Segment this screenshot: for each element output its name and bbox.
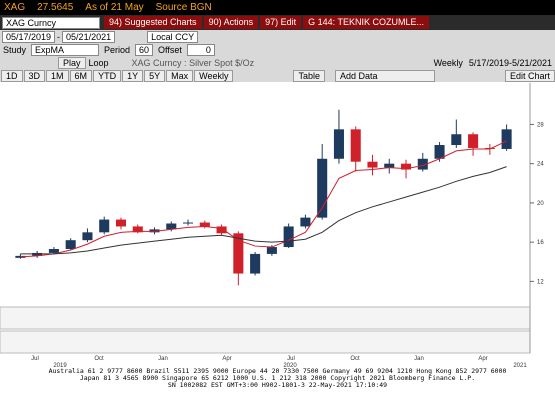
currency[interactable]: Local CCY — [147, 30, 199, 43]
y-tick-label: 20 — [537, 201, 544, 207]
candle-body — [283, 226, 294, 248]
oscillator-panel — [0, 306, 531, 330]
x-tick-label: Jan — [414, 356, 424, 362]
period-label: Period — [104, 44, 131, 55]
footer-line: Japan 81 3 4565 8900 Singapore 65 6212 1… — [79, 374, 476, 382]
chart-name: XAG Curncy : Silver Spot $/Oz — [131, 57, 255, 68]
offset-label: Offset — [158, 44, 182, 55]
period-row: 1D 3D 1M 6M YTD 1Y 5Y Max Weekly Table Add Data E… — [0, 69, 555, 82]
header-bar: XAG 27.5645 As of 21 May Source BGN — [0, 0, 555, 15]
edit-chart[interactable]: Edit Chart — [504, 69, 555, 82]
footer: Australia 61 2 9777 8600 Brazil 5511 239… — [0, 368, 555, 389]
study-label: Study — [3, 44, 27, 55]
candle-body — [451, 134, 462, 146]
footer-line: SN 1002082 EST GMT+3:00 H902-1801-3 22-M… — [167, 381, 388, 389]
y-tick-label: 28 — [537, 122, 544, 128]
start-date[interactable]: 05/17/2019 — [2, 30, 56, 43]
candle-body — [115, 219, 127, 227]
study[interactable]: ExpMA — [31, 43, 100, 56]
candle-body — [333, 129, 344, 159]
candle-body — [400, 163, 412, 170]
period-button[interactable]: YTD — [93, 69, 122, 82]
candle-body — [199, 222, 210, 227]
candle-body — [350, 129, 361, 162]
candle-body — [166, 223, 177, 230]
year-label: 2020 — [283, 363, 297, 368]
period[interactable]: 60 — [135, 43, 154, 56]
menu[interactable]: 94) Suggested Charts — [104, 16, 202, 29]
period-button[interactable]: Max — [166, 69, 194, 82]
chart: 12 16 20 24 28 Jul Oct Jan Apr Jul Oct Jan Apr 2019 20… — [0, 83, 544, 368]
play-button[interactable]: Play — [58, 56, 86, 69]
period-button[interactable]: 1Y — [122, 69, 144, 82]
ticker: XAG — [4, 2, 26, 13]
as-of: As of 21 May — [85, 2, 144, 13]
candle-body — [65, 240, 76, 250]
y-tick-label: 24 — [537, 162, 544, 168]
x-tick-label: Oct — [350, 356, 360, 362]
year-label: 2019 — [53, 363, 67, 368]
candle-body — [99, 219, 110, 233]
moving-average — [20, 166, 507, 255]
y-tick-label: 16 — [537, 240, 544, 246]
frequency: Weekly — [433, 57, 463, 68]
range: 5/17/2019-5/21/2021 — [468, 57, 552, 68]
candle-body — [48, 249, 59, 253]
x-tick-label: Jul — [287, 356, 295, 362]
candle-body — [367, 161, 378, 168]
footer-line: Australia 61 2 9777 8600 Brazil 5511 239… — [48, 367, 507, 375]
price: 27.5645 — [37, 2, 74, 13]
candle-body — [434, 145, 445, 159]
year-label: 2021 — [513, 363, 527, 368]
histogram-panel — [0, 330, 531, 354]
toolbar: XAG Curncy 94) Suggested Charts 90) Acti… — [0, 15, 555, 30]
x-tick-label: Jul — [31, 356, 39, 362]
loop[interactable]: Loop — [88, 57, 109, 68]
date-row: 05/17/2019- 05/21/2021 Local CCY — [0, 30, 555, 43]
period-button[interactable]: 3D — [23, 69, 46, 82]
period-button[interactable]: 6M — [69, 69, 93, 82]
candle-body — [82, 232, 93, 241]
play-row: Play Loop XAG Curncy : Silver Spot $/Oz … — [0, 56, 555, 69]
candle-body — [216, 226, 227, 234]
period-button[interactable]: 5Y — [144, 69, 166, 82]
x-tick-label: Jan — [158, 356, 168, 362]
period-button[interactable]: Weekly — [194, 69, 234, 82]
offset[interactable]: 0 — [186, 43, 215, 56]
candle-body — [317, 158, 328, 218]
x-tick-label: Apr — [222, 356, 231, 362]
candle-body — [384, 163, 395, 168]
menu[interactable]: G 144: TEKNIK COZUMLE... — [303, 16, 429, 29]
menu[interactable]: 90) Actions — [203, 16, 259, 29]
candle-body — [468, 134, 479, 148]
candle-body — [233, 233, 244, 274]
period-button[interactable]: 1D — [1, 69, 23, 82]
candle-body — [132, 226, 143, 233]
candle-body — [501, 129, 512, 149]
x-tick-label: Oct — [94, 356, 104, 362]
end-date[interactable]: 05/21/2021 — [62, 30, 116, 43]
menu[interactable]: 97) Edit — [260, 16, 302, 29]
candle-body — [266, 247, 277, 254]
x-tick-label: Apr — [478, 356, 487, 362]
add-data[interactable]: Add Data — [334, 69, 435, 82]
source: Source BGN — [155, 2, 212, 13]
security-input[interactable]: XAG Curncy — [2, 16, 100, 29]
study-row: Study ExpMA Period 60 Offset 0 — [0, 43, 555, 56]
moving-average — [20, 140, 507, 258]
table-button[interactable]: Table — [293, 69, 325, 82]
candle-body — [183, 222, 194, 224]
y-tick-label: 12 — [537, 279, 544, 285]
period-button[interactable]: 1M — [46, 69, 69, 82]
candle-body — [250, 253, 261, 274]
candle-body — [300, 217, 311, 227]
candle-body — [417, 158, 428, 170]
